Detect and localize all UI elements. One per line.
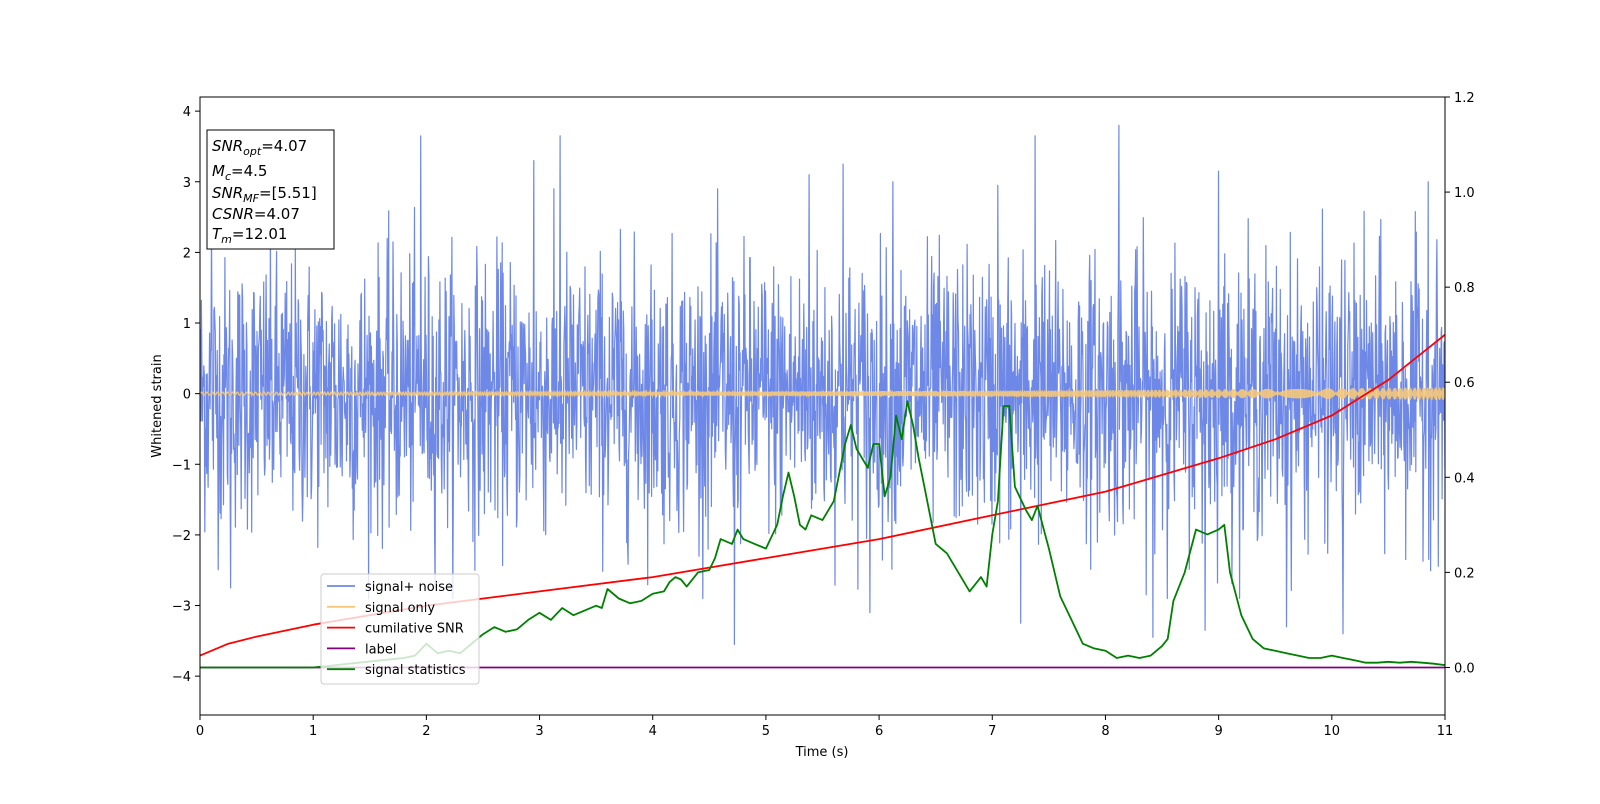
legend-entry-label: signal only bbox=[365, 601, 435, 616]
x-tick-label: 4 bbox=[649, 724, 657, 739]
x-tick-label: 6 bbox=[875, 724, 883, 739]
info-line: SNRopt=4.07 bbox=[212, 137, 307, 158]
y-tick-label: −4 bbox=[172, 670, 191, 685]
y2-tick-label: 0.2 bbox=[1454, 566, 1475, 581]
series-cumilative-snr-line bbox=[200, 333, 1445, 657]
y-axis-label: Whitened strain bbox=[150, 354, 165, 457]
y2-tick-label: 1.2 bbox=[1454, 91, 1475, 106]
x-axis-label: Time (s) bbox=[795, 745, 849, 760]
x-tick-label: 11 bbox=[1437, 724, 1454, 739]
series-signal-noise-line bbox=[200, 124, 1445, 645]
axes: 0 1 2 3 4 5 6 7 8 9 10 11 −4 −3 −2 −1 0 1 2 3 4 0.0 0.2 0.4 0.6 0… bbox=[172, 91, 1475, 739]
plot-frame bbox=[199, 96, 1446, 716]
y2-tick-label: 0.8 bbox=[1454, 281, 1475, 296]
y2-tick-label: 1.0 bbox=[1454, 186, 1475, 201]
y-tick-label: 4 bbox=[183, 105, 191, 120]
info-line: Tm=12.01 bbox=[212, 225, 287, 246]
y2-tick-label: 0.6 bbox=[1454, 376, 1475, 391]
x-tick-label: 0 bbox=[196, 724, 204, 739]
y-tick-label: 3 bbox=[183, 176, 191, 191]
legend-entry-label: label bbox=[365, 642, 396, 657]
y-tick-label: −2 bbox=[172, 529, 191, 544]
info-line: CSNR=4.07 bbox=[212, 205, 300, 223]
legend-entry-label: signal+ noise bbox=[365, 580, 453, 595]
info-line: Mc=4.5 bbox=[212, 162, 267, 183]
x-tick-label: 2 bbox=[422, 724, 430, 739]
info-line: SNRMF=[5.51] bbox=[212, 184, 317, 205]
y2-tick-label: 0.4 bbox=[1454, 471, 1475, 486]
x-tick-label: 7 bbox=[988, 724, 996, 739]
y-tick-label: 2 bbox=[183, 246, 191, 261]
info-box-frame bbox=[206, 129, 335, 250]
x-tick-label: 1 bbox=[309, 724, 317, 739]
series-signal-statistics-line bbox=[200, 400, 1445, 669]
series-signal-only-line bbox=[200, 387, 1445, 400]
x-tick-label: 8 bbox=[1101, 724, 1109, 739]
y2-tick-label: 0.0 bbox=[1454, 661, 1475, 676]
x-tick-label: 10 bbox=[1324, 724, 1341, 739]
y-tick-label: 0 bbox=[183, 388, 191, 403]
y-tick-label: −1 bbox=[172, 458, 191, 473]
legend: signal+ noise signal only cumilative SNR la… bbox=[320, 573, 480, 685]
y-tick-label: −3 bbox=[172, 600, 191, 615]
legend-box bbox=[320, 573, 480, 685]
legend-entry-label: signal statistics bbox=[365, 663, 466, 678]
x-tick-label: 9 bbox=[1214, 724, 1222, 739]
legend-entry-label: cumilative SNR bbox=[365, 622, 464, 637]
x-tick-label: 3 bbox=[535, 724, 543, 739]
y-tick-label: 1 bbox=[183, 317, 191, 332]
x-tick-label: 5 bbox=[762, 724, 770, 739]
